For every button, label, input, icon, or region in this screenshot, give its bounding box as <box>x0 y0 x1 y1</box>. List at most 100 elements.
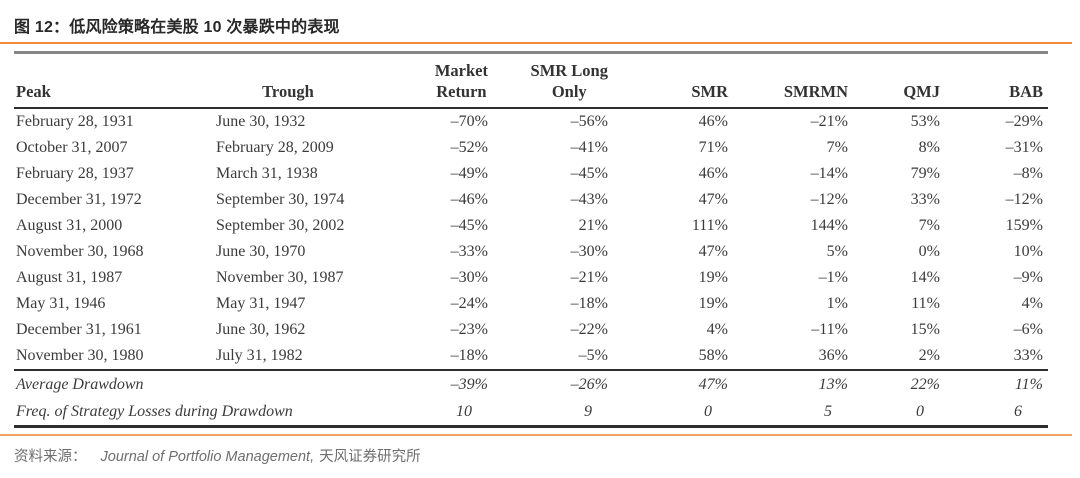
source-line: 资料来源： Journal of Portfolio Management, 天风证… <box>0 436 1080 466</box>
trough-cell: September 30, 2002 <box>216 217 345 234</box>
smrmn-cell: –14% <box>810 165 848 182</box>
peak-cell: August 31, 1987 <box>16 269 123 286</box>
bab-cell: 4% <box>1021 295 1043 312</box>
bab-cell: –29% <box>1005 113 1043 130</box>
smr-cell: 47% <box>698 191 728 208</box>
market-return-cell: –30% <box>450 269 488 286</box>
smrmn-cell: 13% <box>818 375 848 393</box>
market-return-cell: 10 <box>362 398 490 428</box>
smrmn-cell: –12% <box>810 191 848 208</box>
qmj-cell: 22% <box>910 375 940 393</box>
drawdown-performance-table: Peak Trough Market Return SMR Long Only SM… <box>14 51 1048 428</box>
summary-label: Freq. of Strategy Losses during Drawdown <box>14 398 362 428</box>
peak-cell: August 31, 2000 <box>16 217 123 234</box>
institution-name: 天风证券研究所 <box>319 449 421 465</box>
smrmn-cell: –1% <box>818 269 848 286</box>
figure-title: 图 12：低风险策略在美股 10 次暴跌中的表现 <box>14 19 340 36</box>
table-row: December 31, 1961 June 30, 1962 –23% –22… <box>14 317 1048 343</box>
bab-cell: 33% <box>942 343 1048 371</box>
col-header-market-return: Market Return <box>362 52 490 109</box>
figure-bottom-rule <box>0 434 1072 436</box>
col-header-bab: BAB <box>942 52 1048 109</box>
bab-cell: 11% <box>1014 375 1043 393</box>
trough-cell: March 31, 1938 <box>216 165 318 182</box>
table-row: February 28, 1931 June 30, 1932 –70% –56… <box>14 108 1048 135</box>
smr-cell: 111% <box>691 217 728 234</box>
qmj-cell: 53% <box>910 113 940 130</box>
col-header-smr: SMR <box>610 52 730 109</box>
smrmn-cell: 5 <box>730 398 850 428</box>
smr-cell: 71% <box>698 139 728 156</box>
smr-long-only-cell: –43% <box>570 191 608 208</box>
table-row: December 31, 1972 September 30, 1974 –46… <box>14 187 1048 213</box>
qmj-cell: 2% <box>850 343 942 371</box>
col-header-qmj: QMJ <box>850 52 942 109</box>
table-header-row: Peak Trough Market Return SMR Long Only SM… <box>14 52 1048 109</box>
bab-cell: –9% <box>1013 269 1043 286</box>
bab-cell: –12% <box>1005 191 1043 208</box>
smr-cell: 19% <box>698 269 728 286</box>
smrmn-cell: 144% <box>810 217 848 234</box>
table-row: October 31, 2007 February 28, 2009 –52% … <box>14 135 1048 161</box>
table-row: August 31, 1987 November 30, 1987 –30% –… <box>14 265 1048 291</box>
smr-long-only-cell: 21% <box>578 217 608 234</box>
table-row: November 30, 1968 June 30, 1970 –33% –30… <box>14 239 1048 265</box>
bab-cell: 10% <box>1013 243 1043 260</box>
smr-long-only-cell: –26% <box>570 375 608 393</box>
bab-cell: 6 <box>942 398 1048 428</box>
col-header-smr-long-only: SMR Long Only <box>490 52 610 109</box>
qmj-cell: 0% <box>918 243 940 260</box>
peak-cell: December 31, 1972 <box>16 191 142 208</box>
col-header-peak: Peak <box>14 52 214 109</box>
smr-cell: 19% <box>698 295 728 312</box>
table-row: August 31, 2000 September 30, 2002 –45% … <box>14 213 1048 239</box>
market-return-cell: –49% <box>450 165 488 182</box>
smr-long-only-cell: –5% <box>490 343 610 371</box>
smrmn-cell: 1% <box>826 295 848 312</box>
table-row: November 30, 1980 July 31, 1982 –18% –5%… <box>14 343 1048 371</box>
bab-cell: –8% <box>1013 165 1043 182</box>
smr-long-only-cell: –21% <box>570 269 608 286</box>
market-return-cell: –18% <box>362 343 490 371</box>
trough-cell: June 30, 1970 <box>216 243 306 260</box>
smr-cell: 58% <box>610 343 730 371</box>
journal-name: Journal of Portfolio Management, <box>100 449 315 465</box>
peak-cell: November 30, 1968 <box>16 243 144 260</box>
trough-cell: June 30, 1962 <box>216 321 306 338</box>
qmj-cell: 11% <box>911 295 940 312</box>
bab-cell: 159% <box>1005 217 1043 234</box>
smr-long-only-cell: –22% <box>570 321 608 338</box>
smrmn-cell: 5% <box>826 243 848 260</box>
bab-cell: –31% <box>1005 139 1043 156</box>
smr-cell: 46% <box>698 113 728 130</box>
smrmn-cell: 7% <box>826 139 848 156</box>
peak-cell: May 31, 1946 <box>16 295 106 312</box>
smr-long-only-cell: –56% <box>570 113 608 130</box>
market-return-cell: –52% <box>450 139 488 156</box>
bab-cell: –6% <box>1013 321 1043 338</box>
table-row: May 31, 1946 May 31, 1947 –24% –18% 19% … <box>14 291 1048 317</box>
summary-row-freq-losses: Freq. of Strategy Losses during Drawdown… <box>14 398 1048 428</box>
market-return-cell: –45% <box>450 217 488 234</box>
smr-long-only-cell: –30% <box>570 243 608 260</box>
summary-label: Average Drawdown <box>16 375 144 393</box>
smrmn-cell: 36% <box>730 343 850 371</box>
market-return-cell: –23% <box>450 321 488 338</box>
market-return-cell: –33% <box>450 243 488 260</box>
market-return-cell: –39% <box>450 375 488 393</box>
smr-long-only-cell: 9 <box>490 398 610 428</box>
smr-cell: 0 <box>610 398 730 428</box>
smr-cell: 47% <box>698 375 728 393</box>
trough-cell: September 30, 1974 <box>216 191 345 208</box>
market-return-cell: –24% <box>450 295 488 312</box>
qmj-cell: 7% <box>918 217 940 234</box>
smr-long-only-cell: –45% <box>570 165 608 182</box>
market-return-cell: –46% <box>450 191 488 208</box>
qmj-cell: 79% <box>910 165 940 182</box>
qmj-cell: 15% <box>910 321 940 338</box>
trough-cell: June 30, 1932 <box>216 113 306 130</box>
smr-cell: 4% <box>706 321 728 338</box>
smr-long-only-cell: –18% <box>570 295 608 312</box>
col-header-smrmn: SMRMN <box>730 52 850 109</box>
smr-cell: 46% <box>698 165 728 182</box>
